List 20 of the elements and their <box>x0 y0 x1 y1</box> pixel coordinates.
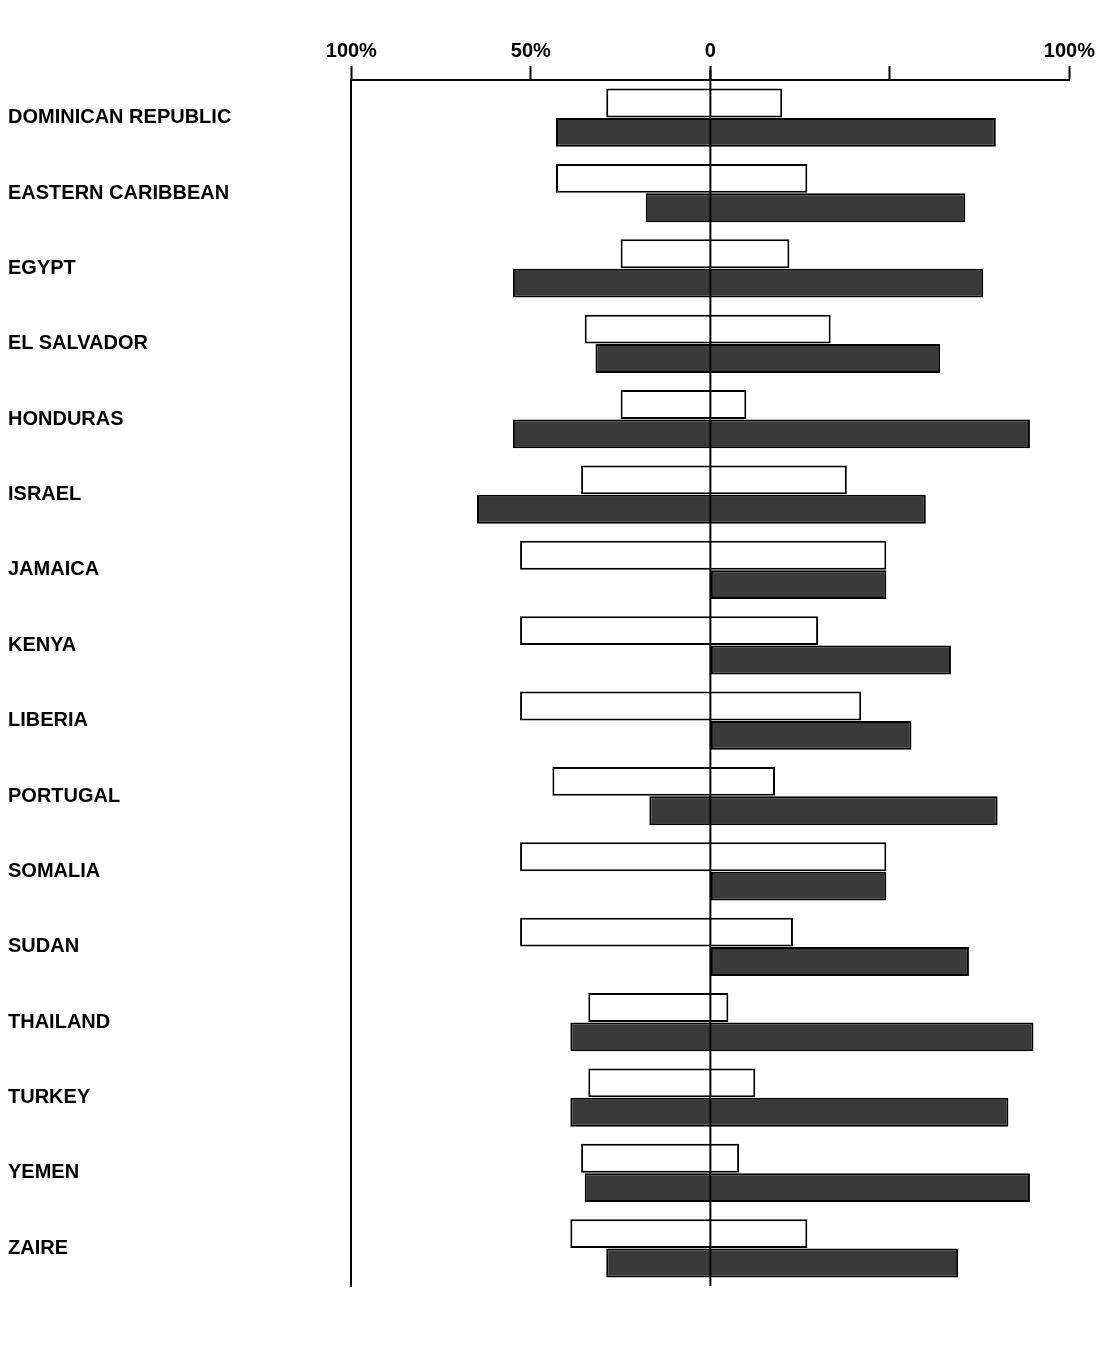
y-tick-label: SUDAN <box>8 934 80 957</box>
x-tick-label: 100% <box>325 38 378 61</box>
y-tick-label: DOMINICAN REPUBLIC <box>8 105 232 128</box>
x-tick-label: 50% <box>510 38 552 61</box>
y-tick-label: ISRAEL <box>8 482 82 505</box>
y-tick-label: KENYA <box>8 632 77 655</box>
y-tick-label: ZAIRE <box>8 1235 68 1258</box>
y-tick-label: JAMAICA <box>8 557 100 580</box>
x-tick-label: 100% <box>1043 38 1096 61</box>
y-tick-label: EGYPT <box>8 255 76 278</box>
x-tick-label: 0 <box>704 38 716 61</box>
y-tick-label: SOMALIA <box>8 858 101 881</box>
y-tick-label: LIBERIA <box>8 708 88 731</box>
y-tick-label: THAILAND <box>8 1009 111 1032</box>
y-tick-label: TURKEY <box>8 1085 91 1108</box>
y-tick-label: YEMEN <box>8 1160 80 1183</box>
y-tick-label: HONDURAS <box>8 406 124 429</box>
y-tick-label: PORTUGAL <box>8 783 121 806</box>
y-tick-label: EL SALVADOR <box>8 331 149 354</box>
y-tick-label: EASTERN CARIBBEAN <box>8 180 230 203</box>
